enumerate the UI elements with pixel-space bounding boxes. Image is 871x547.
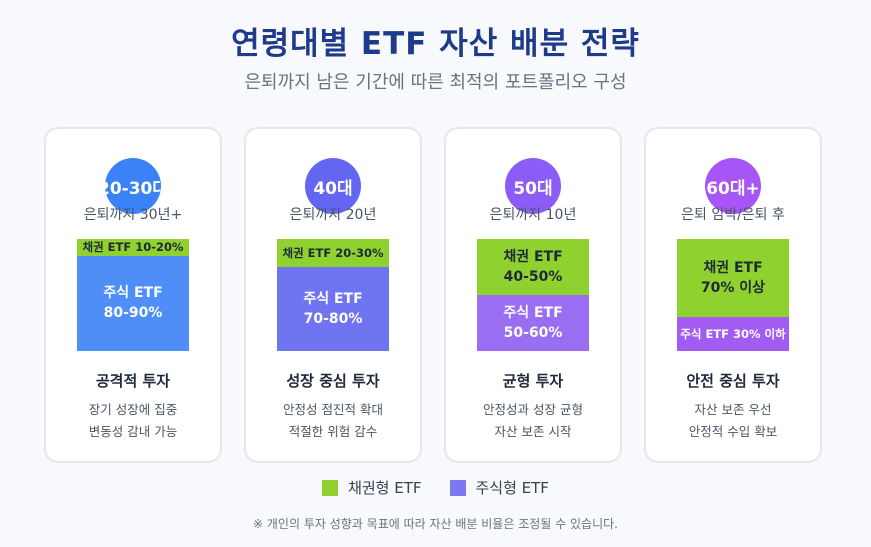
legend-item-bond: 채권형 ETF [322, 477, 422, 498]
strategy-title: 안전 중심 투자 [686, 372, 780, 390]
stock-label: 주식 ETF [503, 304, 563, 321]
description-line: 안정성 점진적 확대 [283, 402, 383, 417]
age-cards: 20-30대 은퇴까지 30년+ 채권 ETF 10-20% 주식 ETF 80… [44, 127, 826, 463]
legend: 채권형 ETF 주식형 ETF [0, 477, 871, 498]
stock-segment: 주식 ETF 50-60% [477, 295, 589, 351]
description-line: 자산 보존 시작 [494, 424, 572, 439]
description-line: 적절한 위험 감수 [288, 424, 378, 439]
retirement-period: 은퇴까지 30년+ [83, 207, 183, 223]
allocation-bar: 채권 ETF 40-50% 주식 ETF 50-60% [477, 239, 589, 351]
bond-segment: 채권 ETF 20-30% [277, 239, 389, 267]
age-card: 20-30대 은퇴까지 30년+ 채권 ETF 10-20% 주식 ETF 80… [44, 127, 222, 463]
footnote: ※ 개인의 투자 성향과 목표에 따라 자산 배분 비율은 조정될 수 있습니다… [253, 517, 618, 531]
strategy-title: 균형 투자 [502, 372, 564, 390]
stock-value: 70-80% [303, 311, 363, 327]
bond-label: 채권 ETF 10-20% [82, 240, 184, 255]
description-line: 변동성 감내 가능 [88, 424, 178, 439]
bond-segment: 채권 ETF 70% 이상 [677, 239, 789, 318]
legend-item-stock: 주식형 ETF [449, 477, 549, 498]
stock-label: 주식 ETF [103, 285, 163, 302]
retirement-period: 은퇴까지 10년 [489, 207, 577, 223]
stock-value: 50-60% [503, 325, 563, 341]
bond-label: 채권 ETF [703, 259, 763, 276]
bond-value: 40-50% [503, 269, 563, 285]
bond-segment: 채권 ETF 40-50% [477, 239, 589, 295]
legend-label: 채권형 ETF [348, 479, 422, 497]
bond-value: 70% 이상 [700, 280, 766, 297]
age-card: 40대 은퇴까지 20년 채권 ETF 20-30% 주식 ETF 70-80%… [244, 127, 422, 463]
stock-label: 주식 ETF [303, 290, 363, 307]
bond-swatch [322, 479, 339, 496]
bond-label: 채권 ETF 20-30% [282, 245, 384, 260]
legend-label: 주식형 ETF [475, 479, 549, 497]
allocation-bar: 채권 ETF 20-30% 주식 ETF 70-80% [277, 239, 389, 351]
stock-segment: 주식 ETF 80-90% [77, 255, 189, 351]
age-badge: 60대+ [705, 158, 761, 214]
age-card: 50대 은퇴까지 10년 채권 ETF 40-50% 주식 ETF 50-60%… [444, 127, 622, 463]
strategy-description: 안정성 점진적 확대 적절한 위험 감수 [246, 399, 420, 443]
age-card: 60대+ 은퇴 임박/은퇴 후 채권 ETF 70% 이상 주식 ETF 30%… [644, 127, 822, 463]
age-badge: 20-30대 [105, 158, 161, 214]
bond-label: 채권 ETF [503, 248, 563, 265]
page-title: 연령대별 ETF 자산 배분 전략 [231, 26, 640, 62]
bond-segment: 채권 ETF 10-20% [77, 239, 189, 256]
strategy-description: 안정성과 성장 균형 자산 보존 시작 [446, 399, 620, 443]
allocation-bar: 채권 ETF 10-20% 주식 ETF 80-90% [77, 239, 189, 351]
strategy-description: 장기 성장에 집중 변동성 감내 가능 [46, 399, 220, 443]
description-line: 자산 보존 우선 [694, 402, 772, 417]
strategy-title: 성장 중심 투자 [286, 372, 380, 390]
age-badge: 40대 [305, 158, 361, 214]
stock-swatch [449, 479, 466, 496]
retirement-period: 은퇴까지 20년 [289, 207, 377, 223]
retirement-period: 은퇴 임박/은퇴 후 [681, 207, 785, 223]
strategy-description: 자산 보존 우선 안정적 수입 확보 [646, 399, 820, 443]
description-line: 안정성과 성장 균형 [483, 402, 583, 417]
stock-value: 80-90% [103, 305, 163, 322]
stock-segment: 주식 ETF 70-80% [277, 267, 389, 351]
strategy-title: 공격적 투자 [95, 372, 171, 390]
stock-segment: 주식 ETF 30% 이하 [677, 317, 789, 351]
stock-label: 주식 ETF 30% 이하 [680, 326, 786, 341]
description-line: 안정적 수입 확보 [688, 424, 778, 439]
description-line: 장기 성장에 집중 [88, 402, 178, 417]
allocation-bar: 채권 ETF 70% 이상 주식 ETF 30% 이하 [677, 239, 789, 351]
page-subtitle: 은퇴까지 남은 기간에 따른 최적의 포트폴리오 구성 [244, 72, 627, 93]
age-badge: 50대 [505, 158, 561, 214]
